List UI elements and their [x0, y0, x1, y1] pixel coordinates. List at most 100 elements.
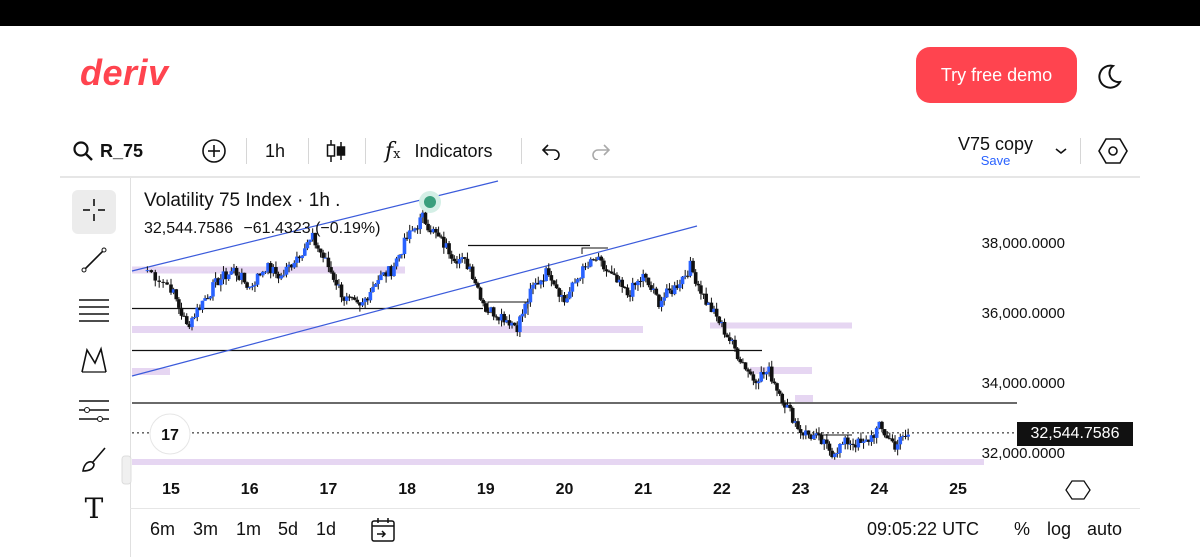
candle-body: [541, 280, 546, 282]
layout-dropdown[interactable]: [1054, 128, 1068, 174]
candle-body: [840, 443, 845, 445]
candle-body: [523, 303, 527, 314]
brush-icon: [79, 445, 109, 480]
chart-bottom-bar: 6m 3m 1m 5d 1d 09:05:22 UTC % log auto: [130, 508, 1140, 557]
candle-body: [727, 337, 732, 342]
candle-body: [830, 450, 834, 458]
candle-body: [405, 237, 409, 240]
candle-body: [709, 302, 714, 313]
chart-legend: Volatility 75 Index · 1h . 32,544.7586 −…: [144, 190, 380, 238]
search-icon: [72, 140, 94, 162]
candle-body: [234, 267, 239, 276]
candle-body: [452, 258, 457, 262]
crosshair-tool[interactable]: [72, 190, 116, 234]
text-tool[interactable]: T: [72, 486, 116, 530]
candle-body: [575, 279, 580, 283]
candle-body: [796, 421, 800, 430]
candle-body: [386, 266, 391, 277]
date-range-button[interactable]: [370, 517, 396, 548]
current-price-tag: 32,544.7586: [1017, 422, 1133, 446]
horizontal-lines-tool[interactable]: [72, 290, 116, 334]
candle-body: [811, 435, 816, 439]
candle-body: [465, 258, 470, 270]
chart-area[interactable]: T 38,000.0000 36,000.0000 34,000.0000 32,00…: [60, 176, 1140, 557]
candle-body: [678, 284, 682, 289]
auto-scale-toggle[interactable]: auto: [1087, 519, 1123, 539]
candle-body: [759, 372, 764, 382]
brush-tool[interactable]: [72, 440, 116, 484]
compare-symbol-button[interactable]: [201, 128, 227, 174]
candle-body: [444, 243, 449, 248]
indicators-button[interactable]: fx Indicators: [385, 128, 493, 174]
candle-body: [413, 228, 417, 231]
candle-body: [302, 248, 307, 256]
price-change: 32,544.7586 −61.4323 (−0.19%): [144, 220, 380, 238]
candle-body: [623, 287, 627, 289]
candle-body: [171, 289, 176, 293]
try-free-demo-button[interactable]: Try free demo: [916, 47, 1077, 103]
range-1m[interactable]: 1m: [236, 519, 262, 539]
candle-body: [200, 300, 205, 310]
range-1d[interactable]: 1d: [316, 519, 337, 539]
candle-body: [415, 228, 420, 230]
candle-body: [536, 282, 541, 285]
candle-body: [898, 436, 903, 445]
candle-body: [457, 259, 462, 264]
trend-line-tool[interactable]: [72, 240, 116, 284]
percent-scale-toggle[interactable]: %: [1014, 519, 1031, 539]
candlestick-chart[interactable]: 38,000.0000 36,000.0000 34,000.0000 32,000.…: [60, 178, 1140, 508]
layout-save-link[interactable]: Save: [980, 153, 1011, 168]
range-6m[interactable]: 6m: [150, 519, 176, 539]
candle-body: [379, 274, 383, 281]
candle-body: [814, 433, 819, 436]
time-axis-tick: 15: [162, 481, 180, 498]
settings-button[interactable]: [1098, 128, 1128, 174]
calendar-icon: [370, 518, 396, 547]
candle-body: [780, 393, 785, 404]
candle-body: [806, 430, 811, 435]
last-price: 32,544.7586: [144, 220, 233, 237]
candle-body: [864, 439, 868, 442]
pattern-tool[interactable]: [72, 340, 116, 384]
candle-body: [790, 408, 795, 423]
symbol-search[interactable]: R_75: [72, 128, 143, 174]
toolbar-divider: [1080, 138, 1081, 164]
log-scale-toggle[interactable]: log: [1047, 519, 1072, 539]
candle-body: [751, 374, 756, 381]
candle-body: [738, 359, 743, 363]
utc-clock[interactable]: 09:05:22 UTC: [867, 519, 980, 539]
interval-button[interactable]: 1h: [265, 140, 286, 161]
candle-body: [400, 254, 404, 256]
candle-body: [693, 272, 698, 284]
candle-body: [410, 230, 415, 232]
range-5d[interactable]: 5d: [278, 519, 299, 539]
candle-body: [486, 311, 491, 313]
crosshair-icon: [81, 197, 107, 228]
support-resistance-zone: [132, 459, 984, 465]
moon-icon[interactable]: [1094, 62, 1124, 92]
candle-body: [384, 272, 388, 277]
candle-body: [449, 254, 454, 259]
candle-body: [213, 278, 218, 283]
candle-body: [657, 294, 661, 307]
redo-button[interactable]: [590, 128, 612, 174]
candle-body: [240, 272, 244, 280]
candle-body: [769, 366, 774, 382]
candle-body: [662, 297, 666, 301]
candle-body: [460, 257, 464, 260]
candle-body: [203, 298, 207, 301]
chart-type-button[interactable]: [325, 128, 347, 174]
fibonacci-tool[interactable]: [72, 390, 116, 434]
layout-selector[interactable]: V75 copy Save: [958, 128, 1033, 174]
undo-button[interactable]: [540, 128, 562, 174]
time-axis-tick: 25: [949, 481, 967, 498]
time-axis-tick: 18: [398, 481, 416, 498]
candle-body: [630, 282, 635, 297]
candle-body: [174, 289, 179, 300]
candle-body: [846, 437, 850, 445]
range-3m[interactable]: 3m: [193, 519, 219, 539]
candle-body: [798, 429, 803, 433]
deriv-logo[interactable]: deriv: [80, 52, 169, 93]
candle-body: [368, 291, 373, 301]
candle-body: [489, 307, 493, 313]
